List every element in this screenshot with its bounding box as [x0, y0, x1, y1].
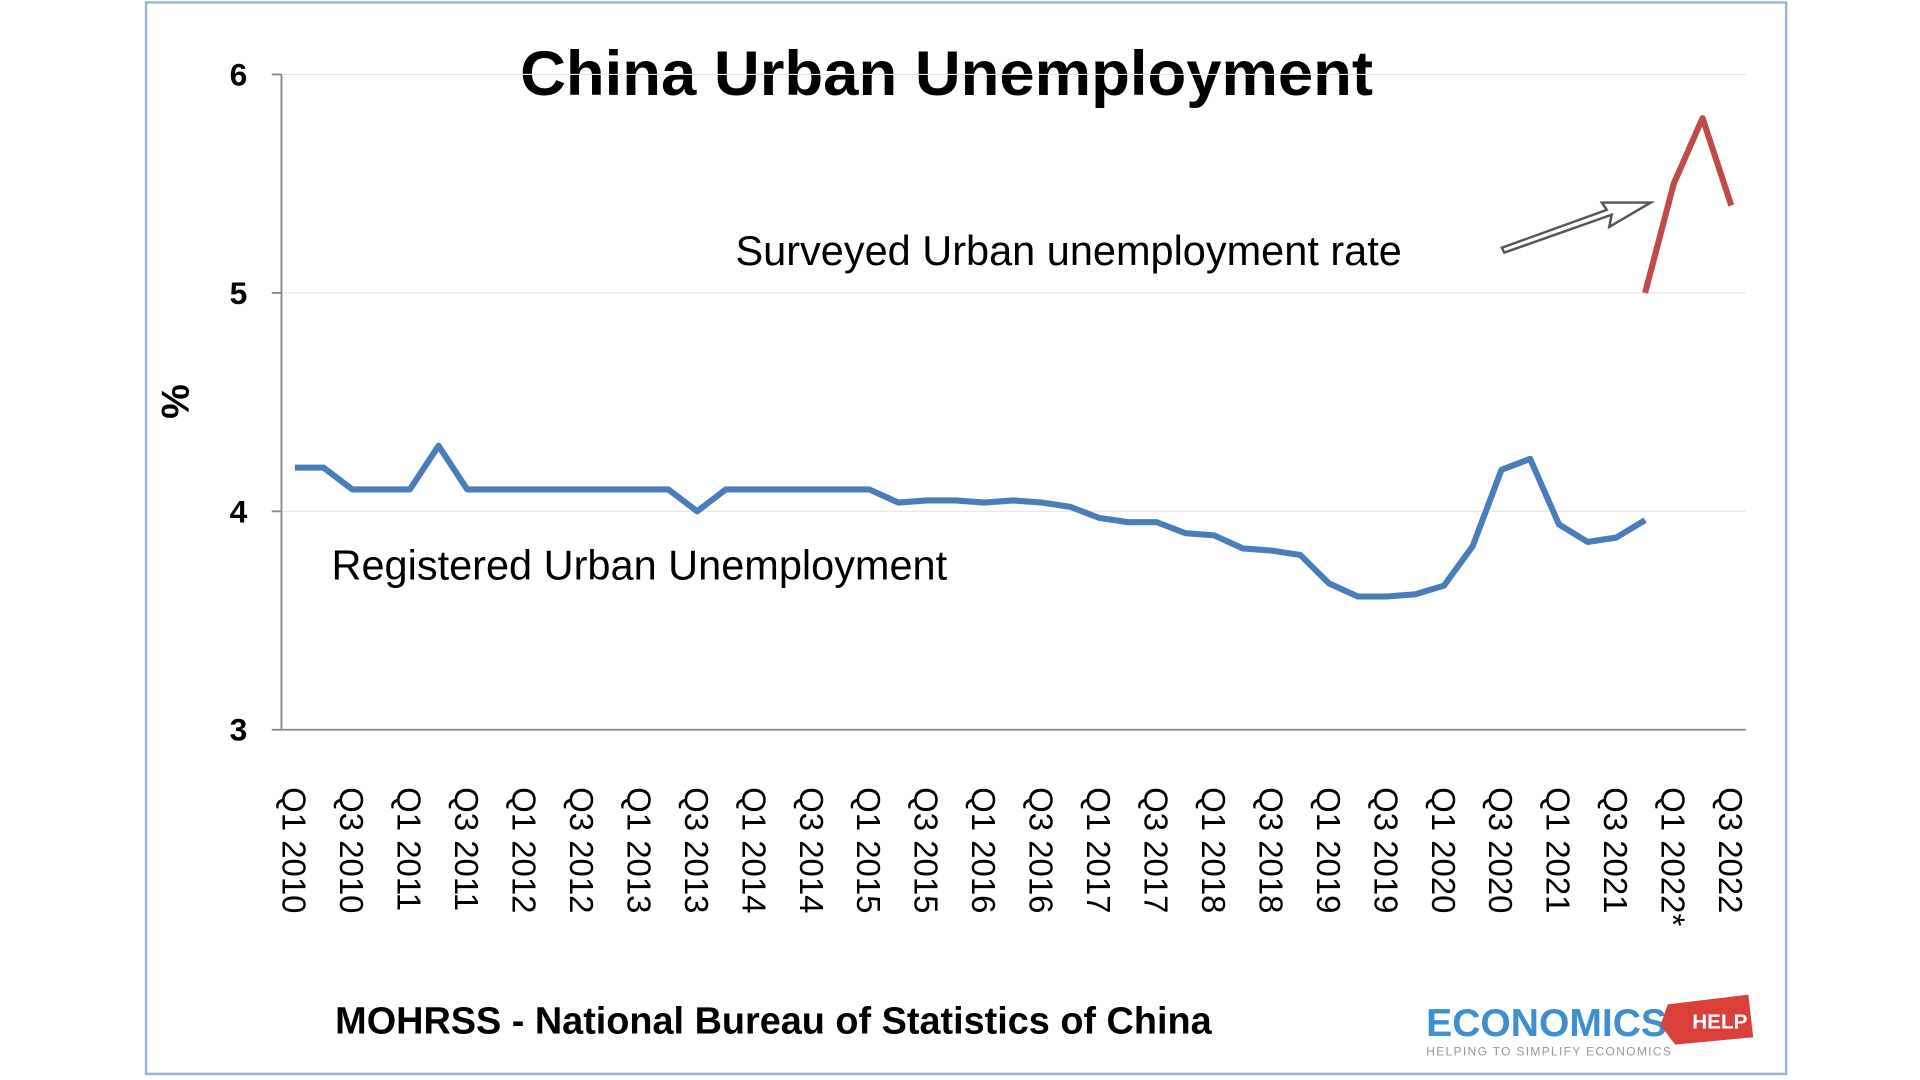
x-tick-label: Q3 2013 — [678, 787, 715, 913]
series-annotation: Registered Urban Unemployment — [332, 542, 948, 589]
x-tick-label: Q1 2011 — [391, 787, 428, 911]
x-tick-label: Q1 2014 — [735, 787, 772, 913]
x-tick-label: Q3 2016 — [1023, 787, 1060, 913]
x-tick-label: Q1 2022* — [1655, 787, 1692, 926]
x-tick-label: Q3 2012 — [563, 787, 600, 913]
x-tick-label: Q1 2016 — [965, 787, 1002, 913]
x-tick-label: Q1 2013 — [620, 787, 657, 913]
logo-badge-text: HELP — [1692, 1011, 1747, 1034]
y-tick-label: 3 — [230, 712, 248, 748]
x-tick-label: Q3 2010 — [333, 787, 370, 913]
logo-badge — [1660, 994, 1754, 1045]
x-tick-label: Q3 2018 — [1252, 787, 1289, 913]
x-tick-label: Q3 2014 — [793, 787, 830, 913]
y-axis-label: % — [155, 384, 198, 419]
source-note: MOHRSS - National Bureau of Statistics o… — [335, 1001, 1212, 1043]
y-tick-label: 6 — [230, 56, 248, 92]
x-tick-label: Q1 2020 — [1425, 787, 1462, 913]
annotation-arrow — [1500, 201, 1656, 255]
logo-tagline: HELPING TO SIMPLIFY ECONOMICS — [1426, 1045, 1672, 1059]
x-tick-label: Q3 2011 — [448, 787, 485, 911]
logo: ECONOMICS HELP HELPING TO SIMPLIFY ECONO… — [1426, 994, 1754, 1059]
series-line — [1642, 115, 1735, 294]
x-tick-label: Q3 2020 — [1482, 787, 1519, 913]
x-tick-label: Q1 2010 — [276, 787, 313, 913]
x-tick-label: Q3 2022 — [1712, 787, 1749, 913]
x-tick-label: Q1 2018 — [1195, 787, 1232, 913]
chart-frame — [144, 1, 1788, 1076]
x-tick-label: Q3 2017 — [1138, 787, 1175, 913]
x-tick-label: Q1 2021 — [1540, 787, 1577, 913]
x-tick-label: Q1 2012 — [506, 787, 543, 913]
series-annotation: Surveyed Urban unemployment rate — [735, 227, 1401, 274]
x-tick-label: Q1 2019 — [1310, 787, 1347, 913]
series-line — [294, 442, 1647, 600]
x-tick-label: Q1 2015 — [850, 787, 887, 913]
x-tick-label: Q3 2015 — [908, 787, 945, 913]
x-tick-label: Q1 2017 — [1080, 787, 1117, 913]
y-tick-label: 4 — [230, 493, 248, 529]
y-tick-label: 5 — [230, 275, 248, 311]
x-tick-label: Q3 2021 — [1597, 787, 1634, 913]
x-tick-label: Q3 2019 — [1367, 787, 1404, 913]
logo-text: ECONOMICS — [1426, 1002, 1667, 1045]
